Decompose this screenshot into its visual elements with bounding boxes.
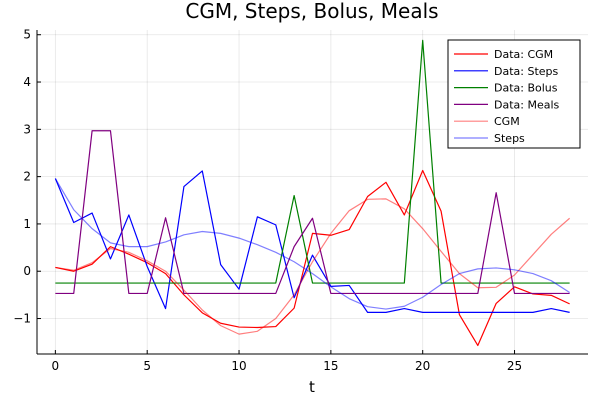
y-tick-label-6: 5 (23, 28, 31, 42)
axes: 0 5 10 15 20 25 −1 0 1 2 3 4 5 (13, 28, 588, 373)
y-tick-label-2: 1 (23, 217, 31, 231)
y-tick-label-4: 3 (23, 122, 31, 136)
x-tick-label-0: 0 (52, 359, 60, 373)
x-tick-label-4: 20 (415, 359, 430, 373)
series-line-cgm (55, 198, 571, 335)
x-tick-label-5: 25 (507, 359, 522, 373)
series-line-data-cgm (55, 169, 570, 347)
y-tick-label-3: 2 (23, 170, 31, 184)
legend-label-4: CGM (494, 115, 520, 128)
legend-label-5: Steps (494, 132, 525, 145)
legend: Data: CGM Data: Steps Data: Bolus Data: Mea… (447, 39, 581, 149)
x-tick-label-1: 5 (143, 359, 151, 373)
legend-label-2: Data: Bolus (494, 82, 558, 95)
y-tick-label-5: 4 (23, 75, 31, 89)
legend-label-1: Data: Steps (494, 65, 559, 78)
x-axis-label: t (309, 378, 315, 396)
legend-label-3: Data: Meals (494, 98, 560, 111)
series-line-steps (54, 178, 570, 310)
series-line-data-meals (55, 130, 570, 295)
chart-title: CGM, Steps, Bolus, Meals (185, 0, 438, 23)
x-tick-label-3: 15 (323, 359, 338, 373)
series-layer (54, 39, 571, 347)
legend-box (447, 39, 581, 149)
y-tick-label-0: −1 (13, 312, 31, 326)
y-tick-label-1: 0 (23, 264, 31, 278)
series-line-data-bolus (55, 39, 570, 284)
x-tick-label-2: 10 (231, 359, 246, 373)
series-line-data-steps (54, 170, 570, 313)
legend-label-0: Data: CGM (494, 48, 553, 61)
